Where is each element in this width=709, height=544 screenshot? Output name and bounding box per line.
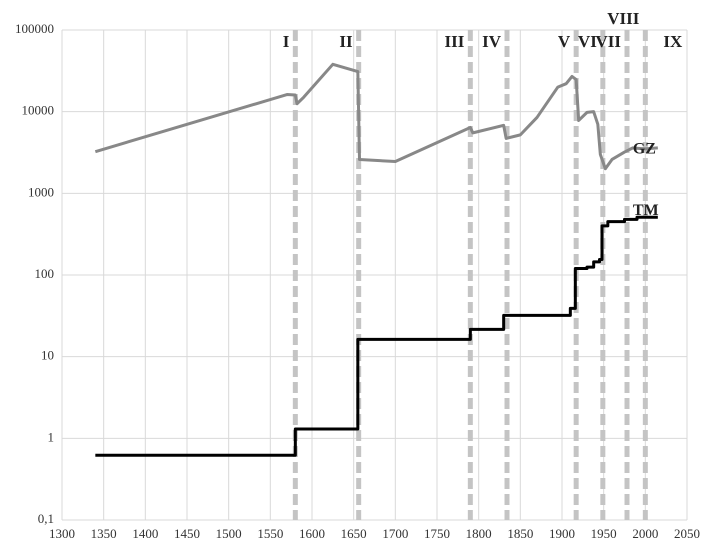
series-line [95, 215, 658, 457]
x-tick-label: 1950 [591, 526, 617, 541]
y-tick-label: 1000 [28, 184, 54, 199]
x-tick-label: 1500 [216, 526, 242, 541]
period-label: II [339, 32, 353, 51]
period-label: III [444, 32, 464, 51]
x-tick-label: 1550 [257, 526, 283, 541]
y-tick-label: 1 [48, 429, 55, 444]
y-tick-label: 100 [35, 266, 55, 281]
x-tick-label: 1650 [341, 526, 367, 541]
x-tick-label: 1800 [466, 526, 492, 541]
y-tick-label: 0,1 [38, 511, 54, 526]
x-tick-label: 1900 [549, 526, 575, 541]
period-label: IV [482, 32, 502, 51]
x-tick-label: 1700 [382, 526, 408, 541]
period-label: VII [595, 32, 621, 51]
series-line [94, 62, 658, 171]
x-tick-label: 1350 [91, 526, 117, 541]
period-label: I [283, 32, 290, 51]
y-tick-label: 100000 [15, 21, 54, 36]
series-label: TM [633, 202, 659, 219]
x-tick-label: 1400 [132, 526, 158, 541]
x-tick-label: 1300 [49, 526, 75, 541]
x-tick-label: 2050 [674, 526, 700, 541]
period-label: IX [663, 32, 683, 51]
y-tick-label: 10000 [22, 103, 55, 118]
x-tick-label: 1750 [424, 526, 450, 541]
x-tick-label: 1450 [174, 526, 200, 541]
x-tick-label: 1850 [507, 526, 533, 541]
series-label: GZ [633, 141, 656, 158]
period-label: VIII [607, 9, 640, 28]
period-label: VI [578, 32, 597, 51]
period-label: V [558, 32, 571, 51]
x-tick-label: 2000 [632, 526, 658, 541]
x-tick-label: 1600 [299, 526, 325, 541]
y-tick-label: 10 [41, 348, 54, 363]
